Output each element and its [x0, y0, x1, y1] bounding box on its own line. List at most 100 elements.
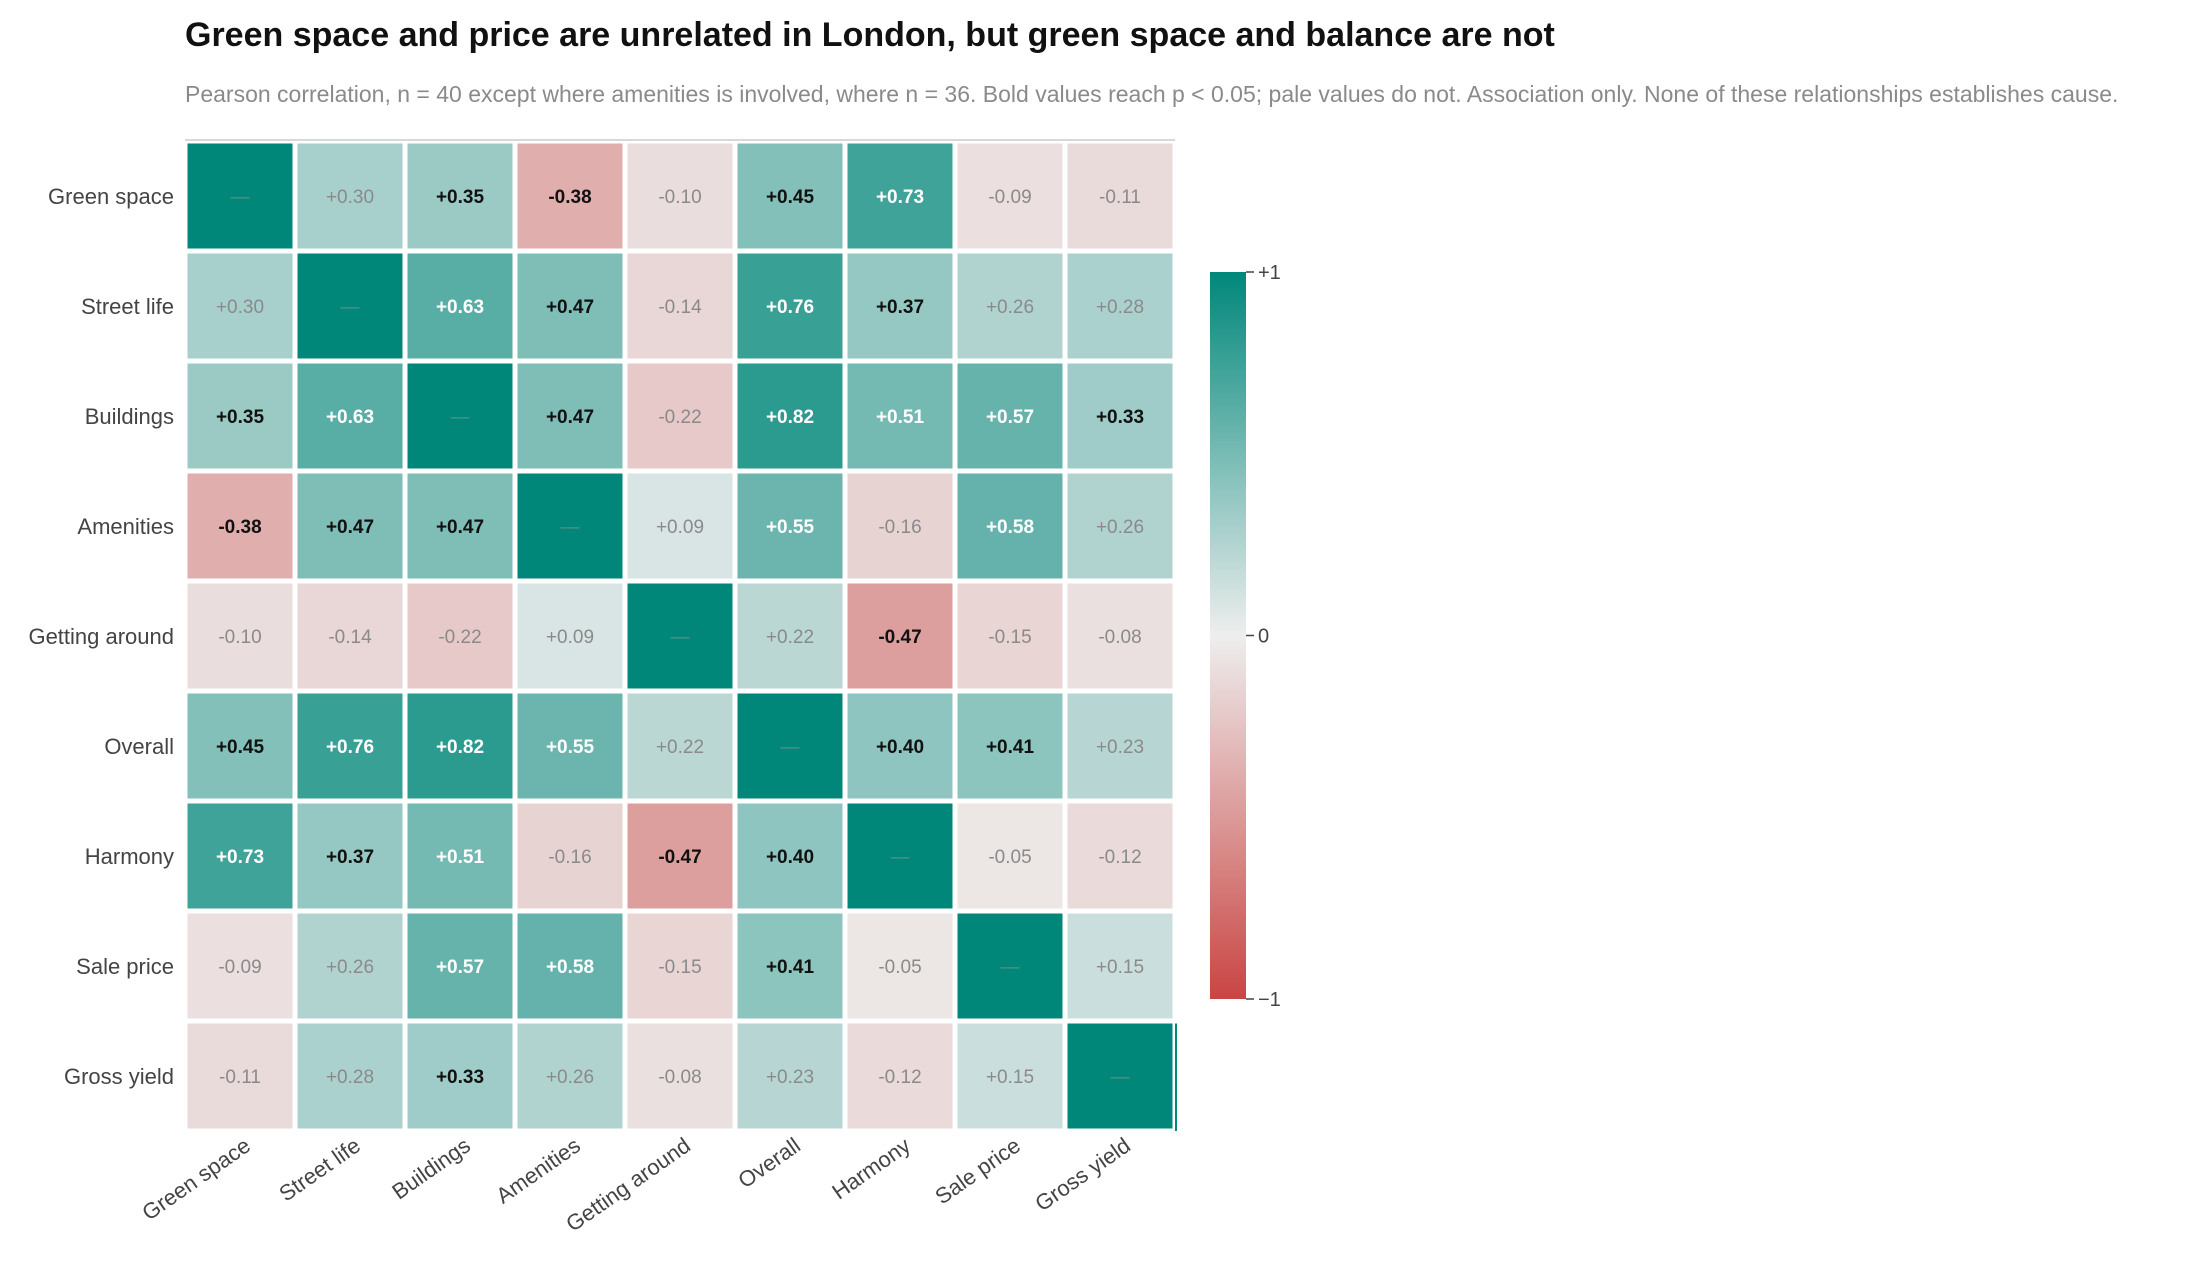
color-scale-tick-label: +1	[1258, 262, 1281, 284]
cell-value-label: —	[451, 407, 470, 428]
heatmap-cell	[847, 363, 953, 469]
cell-value-label: +0.23	[1096, 737, 1144, 758]
heatmap-cell	[627, 693, 733, 799]
heatmap-cell	[407, 473, 513, 579]
heatmap-cell	[1067, 693, 1173, 799]
heatmap-plot-area: — +0.30 +0.35 -0.38 -0.10 +0.45 +0.73 -0.09 -0.1…	[28, 139, 1177, 1237]
cell-value-label: +0.09	[546, 627, 594, 648]
cell-value-label: +0.47	[546, 297, 594, 318]
cell-value-label: -0.15	[988, 627, 1031, 648]
heatmap-cell	[187, 1023, 293, 1129]
heatmap-cell	[517, 583, 623, 689]
row-label: Gross yield	[64, 1064, 174, 1089]
cell-value-label: +0.40	[766, 847, 814, 868]
column-label: Harmony	[827, 1133, 914, 1205]
heatmap-cell	[517, 1023, 623, 1129]
cell-value-label: +0.47	[546, 407, 594, 428]
heatmap-cell	[737, 803, 843, 909]
cell-value-label: +0.15	[1096, 957, 1144, 978]
heatmap-cell	[627, 143, 733, 249]
heatmap-cell	[737, 913, 843, 1019]
heatmap-cell	[517, 143, 623, 249]
heatmap-cell	[737, 693, 843, 799]
heatmap-cell	[737, 1023, 843, 1129]
row-label: Buildings	[85, 404, 174, 429]
heatmap-cell	[847, 693, 953, 799]
heatmap-cell	[737, 583, 843, 689]
cell-value-label: +0.55	[546, 737, 595, 758]
cell-value-label: —	[1111, 1067, 1130, 1088]
cell-value-label: +0.41	[986, 737, 1035, 758]
heatmap-cell	[847, 1023, 953, 1129]
heatmap-cell	[957, 1023, 1063, 1129]
heatmap-cell	[627, 583, 733, 689]
color-scale-tick-label: 0	[1258, 626, 1269, 648]
cell-value-label: -0.16	[878, 517, 921, 538]
heatmap-cell	[407, 143, 513, 249]
cell-value-label: -0.11	[1099, 187, 1141, 208]
cell-value-label: +0.45	[216, 737, 265, 758]
cell-value-label: -0.14	[658, 297, 702, 318]
chart-subtitle: Pearson correlation, n = 40 except where…	[185, 81, 2118, 107]
cell-value-label: +0.55	[766, 517, 815, 538]
row-label: Sale price	[76, 954, 174, 979]
heatmap-cell	[627, 473, 733, 579]
cell-value-label: +0.15	[986, 1067, 1034, 1088]
cell-value-label: -0.08	[1098, 627, 1141, 648]
heatmap-cell	[297, 473, 403, 579]
cell-value-label: —	[341, 297, 360, 318]
heatmap-cell	[517, 253, 623, 359]
heatmap-cell	[847, 143, 953, 249]
heatmap-cell	[737, 253, 843, 359]
heatmap-cell	[517, 693, 623, 799]
cell-value-label: —	[671, 627, 690, 648]
cell-value-label: +0.37	[876, 297, 924, 318]
heatmap-cell	[297, 1023, 403, 1129]
cell-value-label: -0.47	[658, 847, 701, 868]
cell-value-label: +0.82	[436, 737, 484, 758]
cell-value-label: +0.26	[986, 297, 1034, 318]
heatmap-cell	[297, 363, 403, 469]
column-label: Buildings	[387, 1133, 474, 1205]
heatmap-cell	[187, 143, 293, 249]
column-label: Sale price	[930, 1133, 1024, 1210]
cell-value-label: +0.26	[1096, 517, 1144, 538]
column-label: Overall	[733, 1133, 804, 1193]
heatmap-cell	[1067, 913, 1173, 1019]
heatmap-cell	[297, 253, 403, 359]
cell-value-label: +0.73	[876, 187, 924, 208]
cell-value-label: +0.35	[436, 187, 485, 208]
cell-value-label: +0.47	[326, 517, 374, 538]
heatmap-cell	[407, 913, 513, 1019]
cell-value-label: +0.51	[876, 407, 925, 428]
heatmap-cell	[407, 803, 513, 909]
heatmap-cell	[957, 253, 1063, 359]
heatmap-cell	[847, 253, 953, 359]
cell-value-label: +0.51	[436, 847, 485, 868]
chart-title: Green space and price are unrelated in L…	[185, 16, 1555, 54]
heatmap-cell	[187, 363, 293, 469]
heatmap-cell	[1067, 583, 1173, 689]
heatmap-cell	[737, 363, 843, 469]
cell-value-label: +0.30	[216, 297, 264, 318]
heatmap-cell	[957, 913, 1063, 1019]
cell-value-label: +0.28	[326, 1067, 374, 1088]
heatmap-cell	[517, 913, 623, 1019]
heatmap-cell	[847, 583, 953, 689]
heatmap-cell	[1067, 363, 1173, 469]
cell-value-label: +0.82	[766, 407, 814, 428]
heatmap-cell	[957, 803, 1063, 909]
heatmap-cell	[407, 1023, 513, 1129]
cell-value-label: +0.09	[656, 517, 704, 538]
cell-value-label: +0.73	[216, 847, 264, 868]
cell-value-label: -0.05	[878, 957, 921, 978]
heatmap-cell	[627, 253, 733, 359]
cell-value-label: +0.30	[326, 187, 374, 208]
cell-value-label: +0.26	[326, 957, 374, 978]
heatmap-cell	[517, 363, 623, 469]
heatmap-cell	[187, 583, 293, 689]
heatmap-cell	[847, 803, 953, 909]
heatmap-cell	[297, 693, 403, 799]
cell-value-label: -0.05	[988, 847, 1031, 868]
